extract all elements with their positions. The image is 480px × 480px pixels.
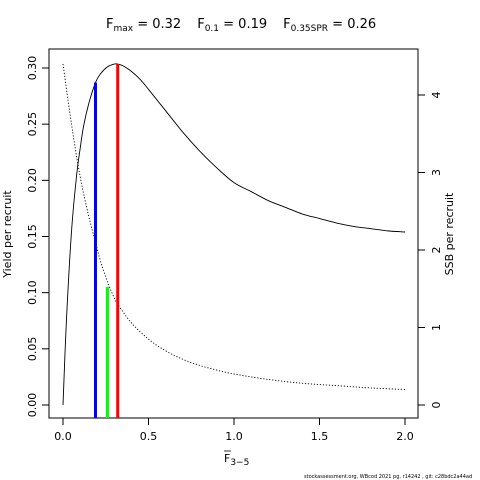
x-tick-label: 2.0 xyxy=(396,430,414,443)
y-left-tick-label: 0.20 xyxy=(26,168,39,193)
plot-frame xyxy=(48,48,419,419)
y-right-tick-label: 3 xyxy=(430,169,443,176)
footnote: stockassessment.org, WBcod 2021 pg, r142… xyxy=(304,474,472,480)
y-left-tick-label: 0.30 xyxy=(26,56,39,81)
y-left-tick-label: 0.00 xyxy=(26,393,39,418)
x-tick-label: 1.0 xyxy=(225,430,243,443)
y-axis-right-label: SSB per recruit xyxy=(443,192,456,275)
yield-per-recruit-line xyxy=(62,63,406,406)
y-left-tick-label: 0.05 xyxy=(26,337,39,362)
y-right-tick-label: 2 xyxy=(430,247,443,254)
x-tick-label: 1.5 xyxy=(311,430,329,443)
axis-ticks: 0.0 0.5 1.0 1.5 2.0 0.00 0.05 0.10 0.15 0.20 0.25 0… xyxy=(26,56,443,443)
x-tick-label: 0.0 xyxy=(54,430,72,443)
x-axis-label: F3−5 xyxy=(224,452,249,468)
y-left-tick-label: 0.10 xyxy=(26,280,39,305)
y-right-tick-label: 0 xyxy=(430,402,443,409)
chart-title: Fmax = 0.32 F0.1 = 0.19 F0.35SPR = 0.26 xyxy=(106,17,376,34)
ssb-per-recruit-line xyxy=(62,63,406,390)
y-left-tick-label: 0.25 xyxy=(26,112,39,136)
y-axis-left-label: Yield per recruit xyxy=(1,190,14,279)
y-right-tick-label: 4 xyxy=(430,92,443,99)
reference-lines xyxy=(93,64,120,418)
series-lines xyxy=(62,63,406,406)
x-tick-label: 0.5 xyxy=(140,430,158,443)
y-left-tick-label: 0.15 xyxy=(26,224,39,249)
y-right-tick-label: 1 xyxy=(430,324,443,331)
